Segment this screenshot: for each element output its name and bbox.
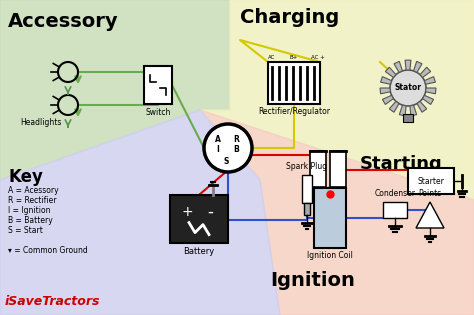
Text: Ignition: Ignition — [270, 271, 355, 290]
Polygon shape — [200, 110, 474, 315]
Text: A = Acessory: A = Acessory — [8, 186, 59, 195]
Polygon shape — [385, 67, 396, 77]
Text: Charging: Charging — [240, 8, 339, 27]
Text: Headlights: Headlights — [20, 118, 61, 127]
Text: R: R — [233, 135, 239, 145]
Text: Battery: Battery — [183, 247, 215, 256]
FancyBboxPatch shape — [170, 195, 228, 243]
Polygon shape — [383, 95, 393, 105]
Polygon shape — [410, 105, 417, 116]
Polygon shape — [389, 101, 399, 112]
Text: iSaveTractors: iSaveTractors — [5, 295, 100, 308]
FancyBboxPatch shape — [304, 203, 310, 215]
Text: B+: B+ — [290, 55, 298, 60]
Text: Starter: Starter — [418, 176, 445, 186]
FancyBboxPatch shape — [403, 114, 413, 122]
FancyBboxPatch shape — [302, 175, 312, 203]
Text: AC +: AC + — [311, 55, 325, 60]
FancyBboxPatch shape — [268, 62, 320, 104]
Text: S = Start: S = Start — [8, 226, 43, 235]
Text: Spark Plug: Spark Plug — [286, 162, 328, 171]
Polygon shape — [200, 0, 474, 200]
Polygon shape — [416, 202, 444, 228]
Text: Stator: Stator — [394, 83, 421, 93]
Text: B = Battery: B = Battery — [8, 216, 53, 225]
Text: A: A — [215, 135, 221, 145]
Polygon shape — [417, 101, 427, 112]
Text: I: I — [217, 146, 219, 154]
Text: ▾ = Common Ground: ▾ = Common Ground — [8, 246, 88, 255]
FancyBboxPatch shape — [330, 151, 346, 187]
Text: Solenoid: Solenoid — [311, 193, 345, 202]
FancyBboxPatch shape — [314, 188, 346, 248]
Text: Points: Points — [419, 189, 442, 198]
Polygon shape — [400, 105, 406, 116]
Polygon shape — [381, 77, 392, 84]
Text: R = Rectifier: R = Rectifier — [8, 196, 56, 205]
Polygon shape — [405, 60, 411, 70]
Text: Condenser: Condenser — [374, 189, 416, 198]
Circle shape — [390, 70, 426, 106]
Text: Ignition Coil: Ignition Coil — [307, 251, 353, 260]
FancyBboxPatch shape — [408, 168, 454, 194]
Polygon shape — [426, 88, 436, 94]
Text: Switch: Switch — [146, 108, 171, 117]
Text: Accessory: Accessory — [8, 12, 118, 31]
Text: Key: Key — [8, 168, 43, 186]
Text: Starting: Starting — [360, 155, 443, 173]
Polygon shape — [0, 0, 230, 180]
Polygon shape — [420, 67, 431, 77]
Text: S: S — [223, 157, 228, 165]
FancyBboxPatch shape — [383, 202, 407, 218]
Circle shape — [204, 124, 252, 172]
Text: Rectifier/Regulator: Rectifier/Regulator — [258, 107, 330, 116]
Text: +: + — [182, 205, 193, 219]
Text: AC: AC — [268, 55, 276, 60]
Polygon shape — [0, 110, 280, 315]
Text: I = Ignition: I = Ignition — [8, 206, 51, 215]
Text: B: B — [233, 146, 239, 154]
Polygon shape — [422, 95, 434, 105]
Polygon shape — [424, 77, 436, 84]
Polygon shape — [380, 88, 391, 94]
Polygon shape — [413, 61, 422, 72]
Polygon shape — [394, 61, 402, 72]
FancyBboxPatch shape — [310, 151, 326, 187]
FancyBboxPatch shape — [144, 66, 172, 104]
Text: -: - — [208, 203, 214, 221]
